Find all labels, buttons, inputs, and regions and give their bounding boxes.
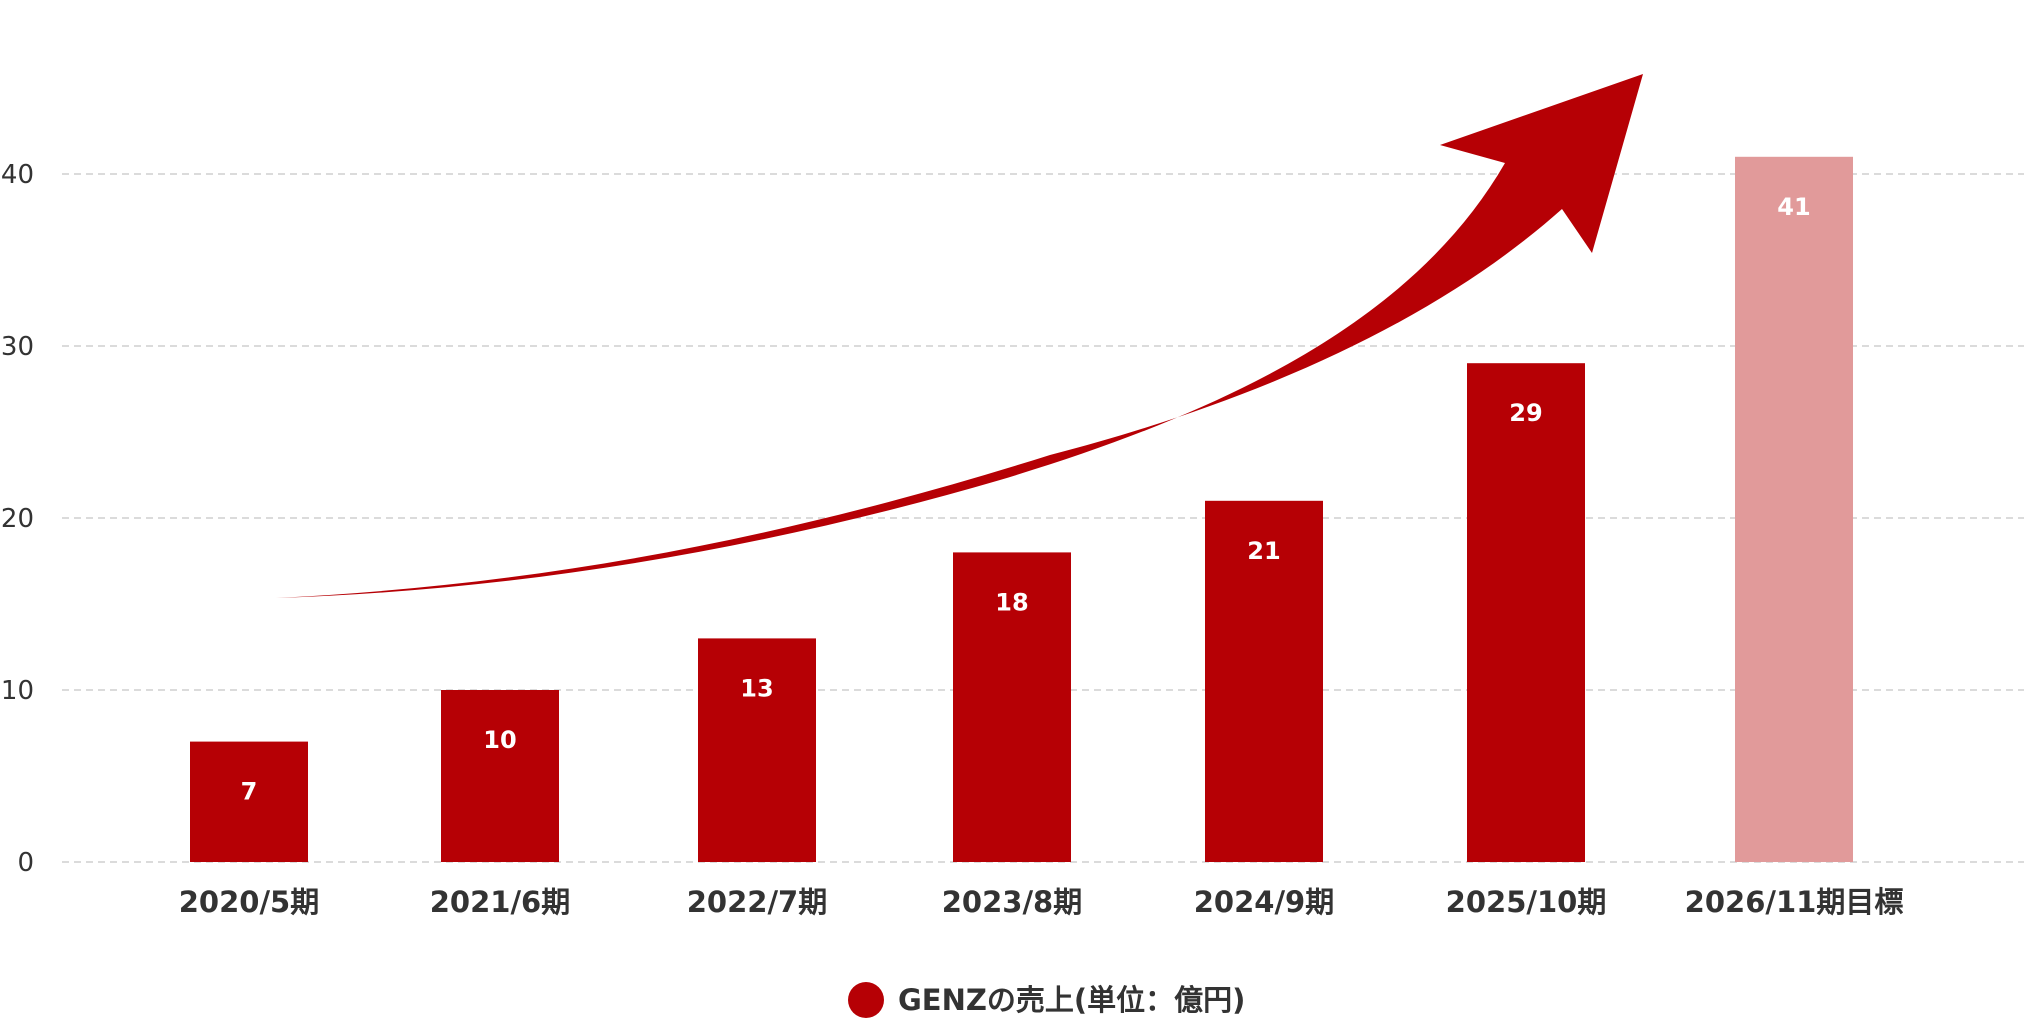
bar <box>441 690 559 862</box>
growth-arrow <box>276 74 1643 598</box>
category-label: 2022/7期 <box>687 885 827 919</box>
data-label: 41 <box>1777 193 1810 221</box>
bar <box>1735 156 1853 863</box>
grid-layer <box>62 173 2024 863</box>
x-axis-category-labels: 2020/5期 2021/6期 2022/7期 2023/8期 2024/9期 2025/… <box>179 885 1904 919</box>
legend-label: GENZの売上(単位：億円) <box>898 983 1245 1017</box>
y-axis-tick-labels: 0 10 20 30 40 <box>1 160 34 878</box>
data-labels: 7 10 13 18 21 29 41 <box>241 193 1811 806</box>
y-tick-label: 0 <box>17 848 34 878</box>
bar <box>190 741 308 862</box>
data-label: 13 <box>740 674 773 702</box>
bar <box>1467 363 1585 862</box>
data-label: 7 <box>241 778 258 806</box>
category-label: 2021/6期 <box>430 885 570 919</box>
legend: GENZの売上(単位：億円) <box>848 982 1245 1018</box>
bar <box>698 638 816 862</box>
bar <box>953 552 1071 862</box>
legend-marker <box>848 982 884 1018</box>
data-label: 10 <box>483 726 516 754</box>
category-label: 2023/8期 <box>942 885 1082 919</box>
y-tick-label: 40 <box>1 160 34 190</box>
growth-arrow-layer <box>276 74 1643 598</box>
data-label: 29 <box>1509 399 1542 427</box>
data-label: 18 <box>995 588 1028 616</box>
y-tick-label: 30 <box>1 332 34 362</box>
bar-series <box>190 156 1853 863</box>
category-label: 2024/9期 <box>1194 885 1334 919</box>
category-label: 2020/5期 <box>179 885 319 919</box>
data-label: 21 <box>1247 537 1280 565</box>
y-tick-label: 20 <box>1 504 34 534</box>
category-label: 2026/11期目標 <box>1685 885 1904 919</box>
bar <box>1205 500 1323 862</box>
y-tick-label: 10 <box>1 676 34 706</box>
category-label: 2025/10期 <box>1446 885 1607 919</box>
